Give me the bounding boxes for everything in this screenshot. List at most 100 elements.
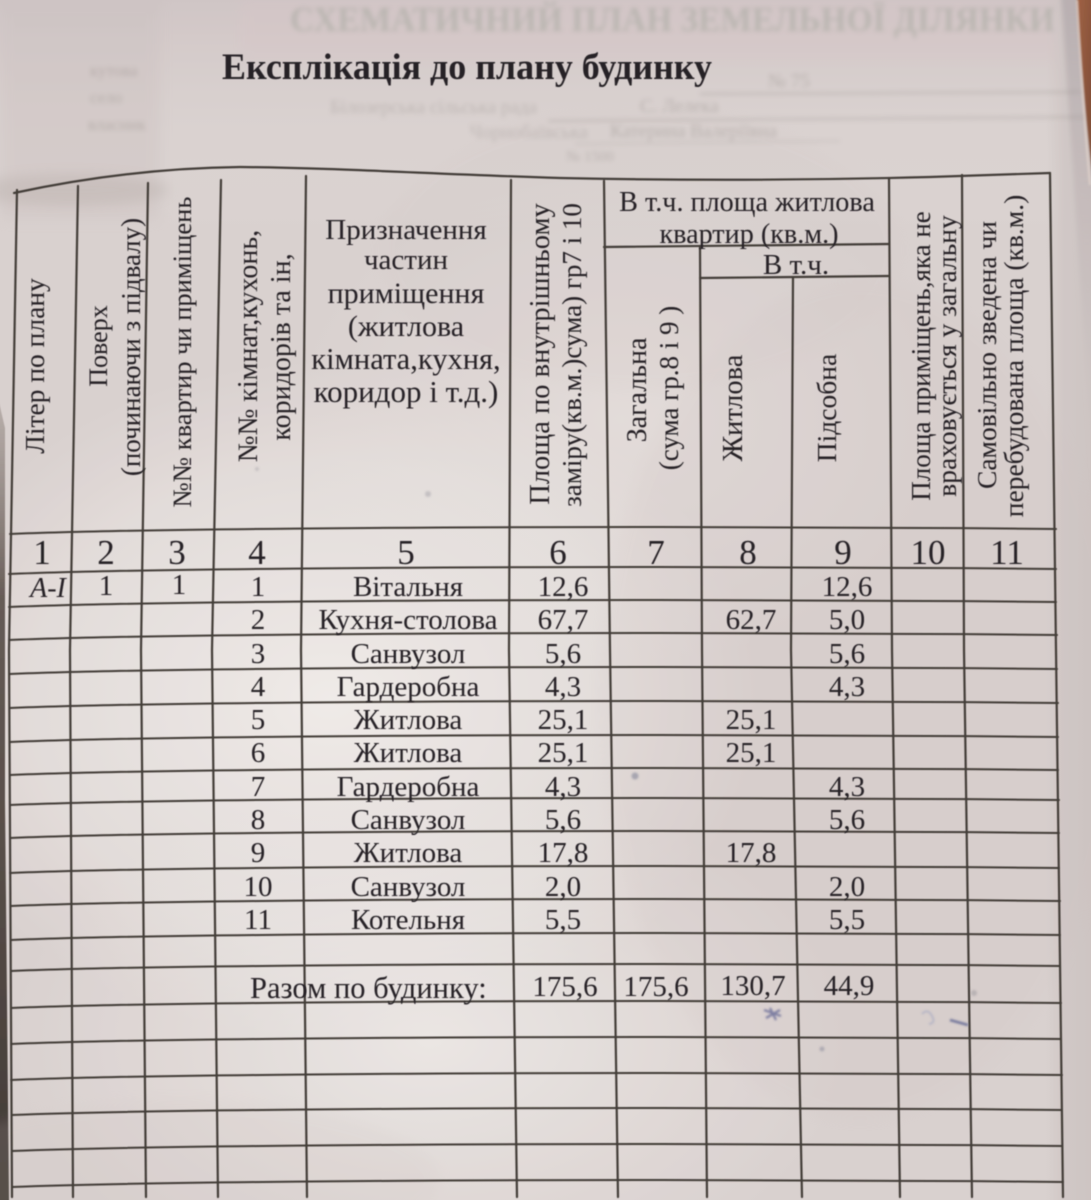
svg-text:4: 4 — [248, 533, 266, 572]
svg-text:№№ кімнат,кухонь,: №№ кімнат,кухонь, — [233, 230, 264, 462]
svg-text:Катерина Валеріївна: Катерина Валеріївна — [610, 121, 778, 142]
svg-text:частин: частин — [364, 244, 448, 276]
svg-text:10: 10 — [911, 533, 946, 572]
svg-text:4,3: 4,3 — [545, 671, 581, 703]
svg-text:(починаючи з підвалу): (починаючи з підвалу) — [116, 218, 146, 476]
svg-text:11: 11 — [244, 904, 272, 936]
svg-text:1: 1 — [251, 571, 266, 603]
svg-text:17,8: 17,8 — [538, 837, 589, 869]
svg-text:6: 6 — [549, 533, 567, 572]
svg-text:СХЕМАТИЧНИЙ ПЛАН ЗЕМЕЛЬНОЇ ДІЛ: СХЕМАТИЧНИЙ ПЛАН ЗЕМЕЛЬНОЇ ДІЛЯНКИ — [290, 0, 1055, 39]
svg-text:Площа приміщень,яка не: Площа приміщень,яка не — [906, 211, 936, 501]
svg-text:Вітальня: Вітальня — [353, 571, 463, 603]
svg-text:5: 5 — [251, 704, 266, 736]
svg-text:2,0: 2,0 — [545, 871, 581, 903]
svg-text:17,8: 17,8 — [726, 837, 777, 869]
svg-text:Санвузол: Санвузол — [351, 638, 466, 670]
svg-text:1: 1 — [172, 569, 187, 601]
svg-text:5,5: 5,5 — [545, 904, 581, 936]
svg-text:10: 10 — [244, 871, 273, 903]
svg-text:Загальна: Загальна — [622, 337, 653, 442]
svg-text:5,6: 5,6 — [545, 804, 581, 836]
svg-text:4: 4 — [251, 671, 266, 703]
svg-text:67,7: 67,7 — [538, 604, 589, 636]
svg-text:Житлова: Житлова — [354, 704, 463, 736]
svg-text:Разом по будинку:: Разом по будинку: — [250, 971, 487, 1005]
svg-text:2: 2 — [97, 533, 115, 572]
svg-text:перебудована площа (кв.м.): перебудована площа (кв.м.) — [998, 195, 1029, 517]
svg-text:3: 3 — [168, 533, 186, 572]
svg-text:Гардеробна: Гардеробна — [337, 771, 480, 803]
svg-text:25,1: 25,1 — [538, 737, 589, 769]
svg-text:власник: власник — [88, 115, 147, 134]
svg-text:(житлова: (житлова — [348, 310, 464, 343]
svg-text:Підсобна: Підсобна — [811, 354, 842, 462]
svg-text:№ 75: № 75 — [768, 71, 810, 92]
svg-text:44,9: 44,9 — [824, 970, 875, 1002]
svg-text:175,6: 175,6 — [532, 971, 597, 1003]
svg-text:2: 2 — [251, 604, 266, 636]
svg-text:7: 7 — [251, 771, 266, 803]
svg-text:Призначення: Призначення — [325, 214, 486, 246]
svg-text:6: 6 — [251, 737, 266, 769]
svg-text:Житлова: Житлова — [354, 837, 463, 869]
svg-text:25,1: 25,1 — [726, 704, 777, 736]
svg-text:Площа по внутрішньому: Площа по внутрішньому — [525, 202, 556, 504]
svg-text:5,6: 5,6 — [829, 804, 865, 836]
svg-text:8: 8 — [251, 804, 266, 836]
svg-text:1: 1 — [33, 533, 51, 572]
svg-text:кімната,кухня,: кімната,кухня, — [311, 342, 500, 376]
svg-text:Експлікація до плану будинку: Експлікація до плану будинку — [222, 47, 712, 88]
svg-text:В т.ч.: В т.ч. — [763, 249, 829, 281]
svg-text:5,5: 5,5 — [829, 904, 865, 936]
svg-text:№ 1500: № 1500 — [566, 149, 614, 165]
svg-text:11: 11 — [990, 533, 1024, 572]
svg-text:Самовільно зведена чи: Самовільно зведена чи — [971, 221, 1002, 489]
svg-text:Житлова: Житлова — [354, 737, 463, 769]
svg-text:7: 7 — [647, 533, 665, 572]
svg-text:Гардеробна: Гардеробна — [337, 671, 480, 703]
svg-text:Кухня-столова: Кухня-столова — [318, 604, 497, 636]
svg-text:А-І: А-І — [28, 573, 67, 604]
svg-text:9: 9 — [834, 533, 852, 572]
svg-text:коридор і т.д.): коридор і т.д.) — [314, 374, 499, 409]
svg-text:село: село — [90, 88, 122, 107]
svg-text:1: 1 — [99, 570, 114, 602]
svg-text:25,1: 25,1 — [726, 737, 777, 769]
svg-text:Білозерська сільська рада: Білозерська сільська рада — [330, 97, 538, 118]
svg-text:(сума гр.8 і 9 ): (сума гр.8 і 9 ) — [654, 306, 684, 470]
svg-text:С. Лелека: С. Лелека — [640, 96, 719, 117]
svg-text:9: 9 — [251, 837, 266, 869]
svg-text:62,7: 62,7 — [726, 604, 777, 636]
svg-text:приміщення: приміщення — [328, 277, 485, 310]
svg-text:Чорнобаївська: Чорнобаївська — [470, 122, 588, 143]
svg-text:12,6: 12,6 — [538, 571, 589, 603]
svg-text:175,6: 175,6 — [623, 971, 688, 1003]
svg-text:4,3: 4,3 — [829, 771, 865, 803]
svg-text:Житлова: Житлова — [718, 354, 749, 461]
svg-text:5,6: 5,6 — [545, 638, 581, 670]
svg-text:заміру(кв.м.)сума) гр7 і 10: заміру(кв.м.)сума) гр7 і 10 — [557, 203, 587, 507]
svg-text:12,6: 12,6 — [822, 571, 873, 603]
svg-text:5,0: 5,0 — [829, 604, 865, 636]
svg-text:Санвузол: Санвузол — [351, 871, 466, 903]
svg-text:4,3: 4,3 — [829, 671, 865, 703]
svg-text:Котельня: Котельня — [351, 904, 465, 936]
svg-text:25,1: 25,1 — [538, 704, 589, 736]
svg-text:квартир (кв.м.): квартир (кв.м.) — [659, 219, 838, 250]
svg-text:кутова: кутова — [90, 61, 138, 80]
svg-text:№№ квартир чи приміщень: №№ квартир чи приміщень — [167, 197, 197, 508]
svg-text:Літер по плану: Літер по плану — [19, 278, 50, 454]
svg-text:3: 3 — [251, 638, 266, 670]
svg-text:4,3: 4,3 — [545, 771, 581, 803]
svg-text:враховується у загальну: враховується у загальну — [931, 215, 962, 497]
svg-text:2,0: 2,0 — [829, 871, 865, 903]
svg-text:5,6: 5,6 — [829, 638, 865, 670]
svg-text:коридорів та ін,: коридорів та ін, — [266, 253, 297, 440]
svg-text:Санвузол: Санвузол — [351, 804, 466, 836]
svg-text:130,7: 130,7 — [720, 970, 785, 1002]
svg-text:5: 5 — [397, 533, 415, 572]
svg-text:8: 8 — [739, 533, 757, 572]
svg-text:В т.ч. площа житлова: В т.ч. площа житлова — [619, 187, 875, 218]
svg-text:Поверх: Поверх — [84, 305, 113, 386]
